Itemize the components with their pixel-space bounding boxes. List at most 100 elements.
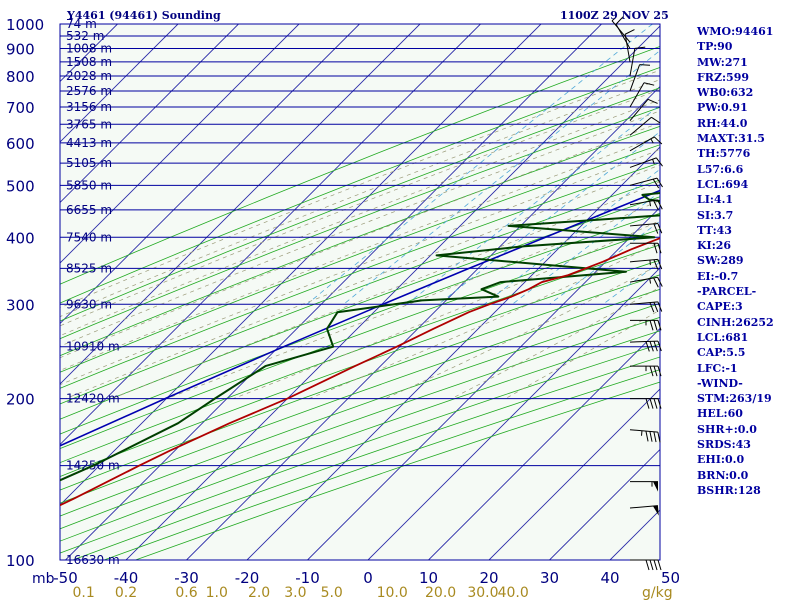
index-item: -WIND- [697,376,743,390]
temperature-tick-label: -30 [174,569,199,587]
wind-barb-halfflag [652,159,655,165]
index-item: MAXT:31.5 [697,132,765,146]
wind-barb-flag [657,432,661,443]
plot-area [60,24,660,560]
height-label: 6655 m [66,203,112,217]
index-item: WB0:632 [697,86,754,100]
wind-barb-staff [629,301,658,305]
wind-barb-flag [653,341,658,352]
wind-barb [630,559,662,571]
index-item: SRDS:43 [697,438,751,452]
mixing-ratio-unit-label: g/kg [642,585,673,600]
height-label: 3765 m [66,117,112,131]
pressure-label: 100 [6,552,35,570]
wind-barb-staff [629,157,657,168]
wind-barb-flag [645,559,650,571]
index-item: PW:0.91 [697,101,748,115]
isotherm-line [246,146,660,560]
temperature-tick-label: -20 [235,569,260,587]
isotherm-line [60,24,360,325]
height-label: 5105 m [66,156,112,170]
wind-barb-staff [629,276,658,283]
wind-barb [629,429,661,443]
wind-barb-flag [657,243,662,254]
wind-barb [629,82,655,108]
height-label: 532 m [66,29,104,43]
wind-barb-staff [629,82,645,108]
isotherm-line [367,267,660,560]
dewpoint-trace [60,191,660,482]
wind-barb-staff [629,64,641,92]
wind-barb [629,199,663,211]
height-label: 5850 m [66,178,112,192]
wind-barb-flag [649,341,654,352]
wind-barb-flag [652,178,660,189]
index-item: CAP:5.5 [697,346,746,360]
wind-barb-flag [653,559,658,571]
height-label: 8525 m [66,261,112,275]
index-item: BRN:0.0 [697,468,749,482]
height-label: 3156 m [66,100,112,114]
mixing-ratio-line [483,168,660,305]
plot-frame [59,23,661,561]
index-item: EHI:0.0 [697,453,745,467]
temperature-tick-label: -50 [53,569,78,587]
parcel-trace [60,189,660,447]
isotherm-line [60,24,300,264]
index-item: KI:26 [697,239,732,253]
index-item: TP:90 [697,40,733,54]
wind-barb [624,29,635,62]
wind-barb-flag [653,365,658,377]
wind-barb-flag [653,200,659,211]
wind-barb-staff [629,98,649,122]
index-item: WMO:94461 [697,25,774,38]
mixing-ratio-tick-label: 5.0 [321,585,343,600]
wind-barb-flag [657,398,662,409]
wind-barb-flag [653,320,658,331]
temperature-tick-label: 20 [479,569,498,587]
wind-barb-staff [629,116,652,136]
wind-barb-flag [645,341,650,352]
index-item: MW:271 [697,55,748,69]
wind-barb-flag [653,277,659,288]
isotherm-line [488,388,660,560]
index-item: BSHR:128 [697,483,761,497]
isotherm-line [60,24,542,506]
height-label: 12420 m [66,392,120,406]
index-item: LFC:-1 [697,361,738,375]
index-item: RH:44.0 [697,116,748,130]
wind-barb [629,157,663,168]
wind-barb-flag [657,301,663,312]
height-label: 2028 m [66,69,112,83]
temperature-tick-label: -10 [295,569,320,587]
wind-barb-pennant [653,481,658,492]
height-label: 10910 m [66,340,120,354]
wind-barb [630,481,658,492]
moist-adiabat-line [308,241,660,399]
wind-barb-flag [653,136,663,145]
height-label: 2576 m [66,84,112,98]
index-item: L57:6.6 [697,162,744,176]
wind-barb-staff [624,34,631,62]
wind-barb [630,398,662,409]
wind-barbs [611,16,663,571]
wind-barb [630,365,662,377]
wind-barb-halfflag [650,138,654,144]
index-item: LCL:681 [697,330,749,344]
index-item: FRZ:599 [697,70,750,84]
mixing-ratio-tick-label: 1.0 [206,585,228,600]
wind-barb-flag [657,340,662,352]
wind-barb [629,301,663,313]
wind-barb-flag [645,431,649,442]
wind-barb-flag [649,398,654,409]
wind-barb [629,136,663,152]
mixing-ratio-tick-label: 30.0 [467,585,498,600]
index-item: SHR+:0.0 [697,422,757,436]
wind-barb [629,276,663,288]
wind-barb [629,222,663,234]
wind-barb-flag [645,398,650,409]
index-item: SI:3.7 [697,208,734,222]
wind-barb-flag [653,431,657,443]
